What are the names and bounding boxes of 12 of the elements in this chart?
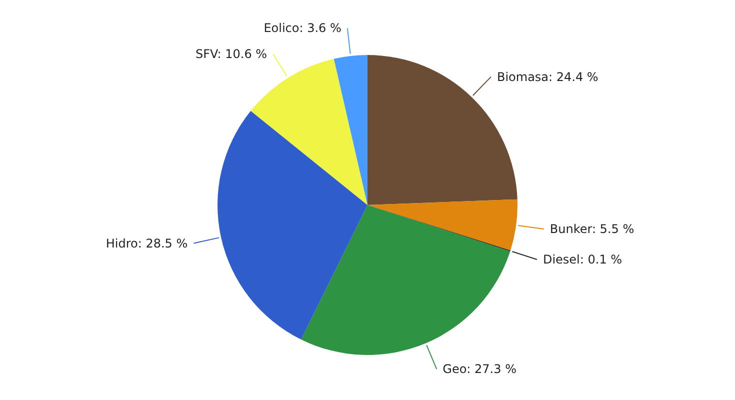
pie-slice — [250, 58, 368, 205]
slice-label: Geo: 27.3 % — [442, 362, 516, 376]
pie-slice — [218, 110, 368, 340]
slice-label: Eolico: 3.6 % — [264, 21, 342, 36]
pie-slice — [334, 55, 368, 205]
slice-label: Hidro: 28.5 % — [106, 236, 188, 250]
slice-label: Biomasa: 24.4 % — [496, 70, 598, 84]
pie-slice — [368, 199, 518, 250]
slice-label: Diesel: 0.1 % — [542, 252, 622, 266]
slice-label: SFV: 10.6 % — [196, 47, 268, 62]
pie-slice — [301, 205, 510, 355]
slice-label: Bunker: 5.5 % — [550, 222, 634, 236]
